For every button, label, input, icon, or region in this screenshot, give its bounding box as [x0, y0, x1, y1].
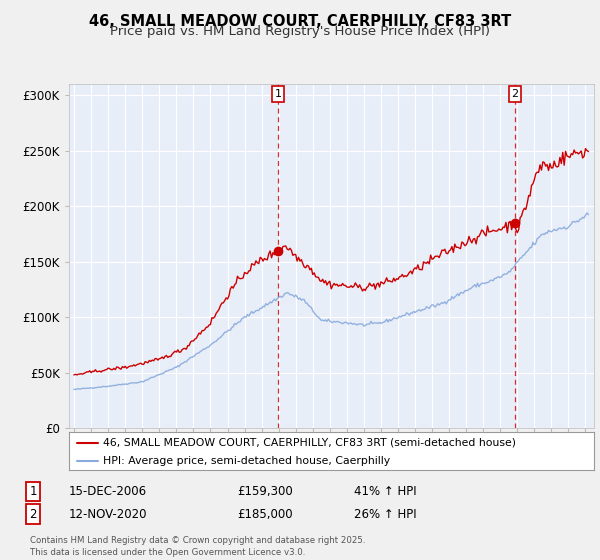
Text: 2: 2 — [512, 89, 518, 99]
Text: 2: 2 — [29, 507, 37, 521]
Text: 1: 1 — [29, 485, 37, 498]
Text: 15-DEC-2006: 15-DEC-2006 — [69, 485, 147, 498]
Text: £159,300: £159,300 — [237, 485, 293, 498]
Text: 1: 1 — [274, 89, 281, 99]
Text: £185,000: £185,000 — [237, 507, 293, 521]
Text: 12-NOV-2020: 12-NOV-2020 — [69, 507, 148, 521]
Text: 46, SMALL MEADOW COURT, CAERPHILLY, CF83 3RT (semi-detached house): 46, SMALL MEADOW COURT, CAERPHILLY, CF83… — [103, 437, 516, 447]
Text: Price paid vs. HM Land Registry's House Price Index (HPI): Price paid vs. HM Land Registry's House … — [110, 25, 490, 38]
Text: Contains HM Land Registry data © Crown copyright and database right 2025.
This d: Contains HM Land Registry data © Crown c… — [30, 536, 365, 557]
Text: 41% ↑ HPI: 41% ↑ HPI — [354, 485, 416, 498]
Text: 26% ↑ HPI: 26% ↑ HPI — [354, 507, 416, 521]
Text: 46, SMALL MEADOW COURT, CAERPHILLY, CF83 3RT: 46, SMALL MEADOW COURT, CAERPHILLY, CF83… — [89, 14, 511, 29]
Text: HPI: Average price, semi-detached house, Caerphilly: HPI: Average price, semi-detached house,… — [103, 456, 390, 466]
